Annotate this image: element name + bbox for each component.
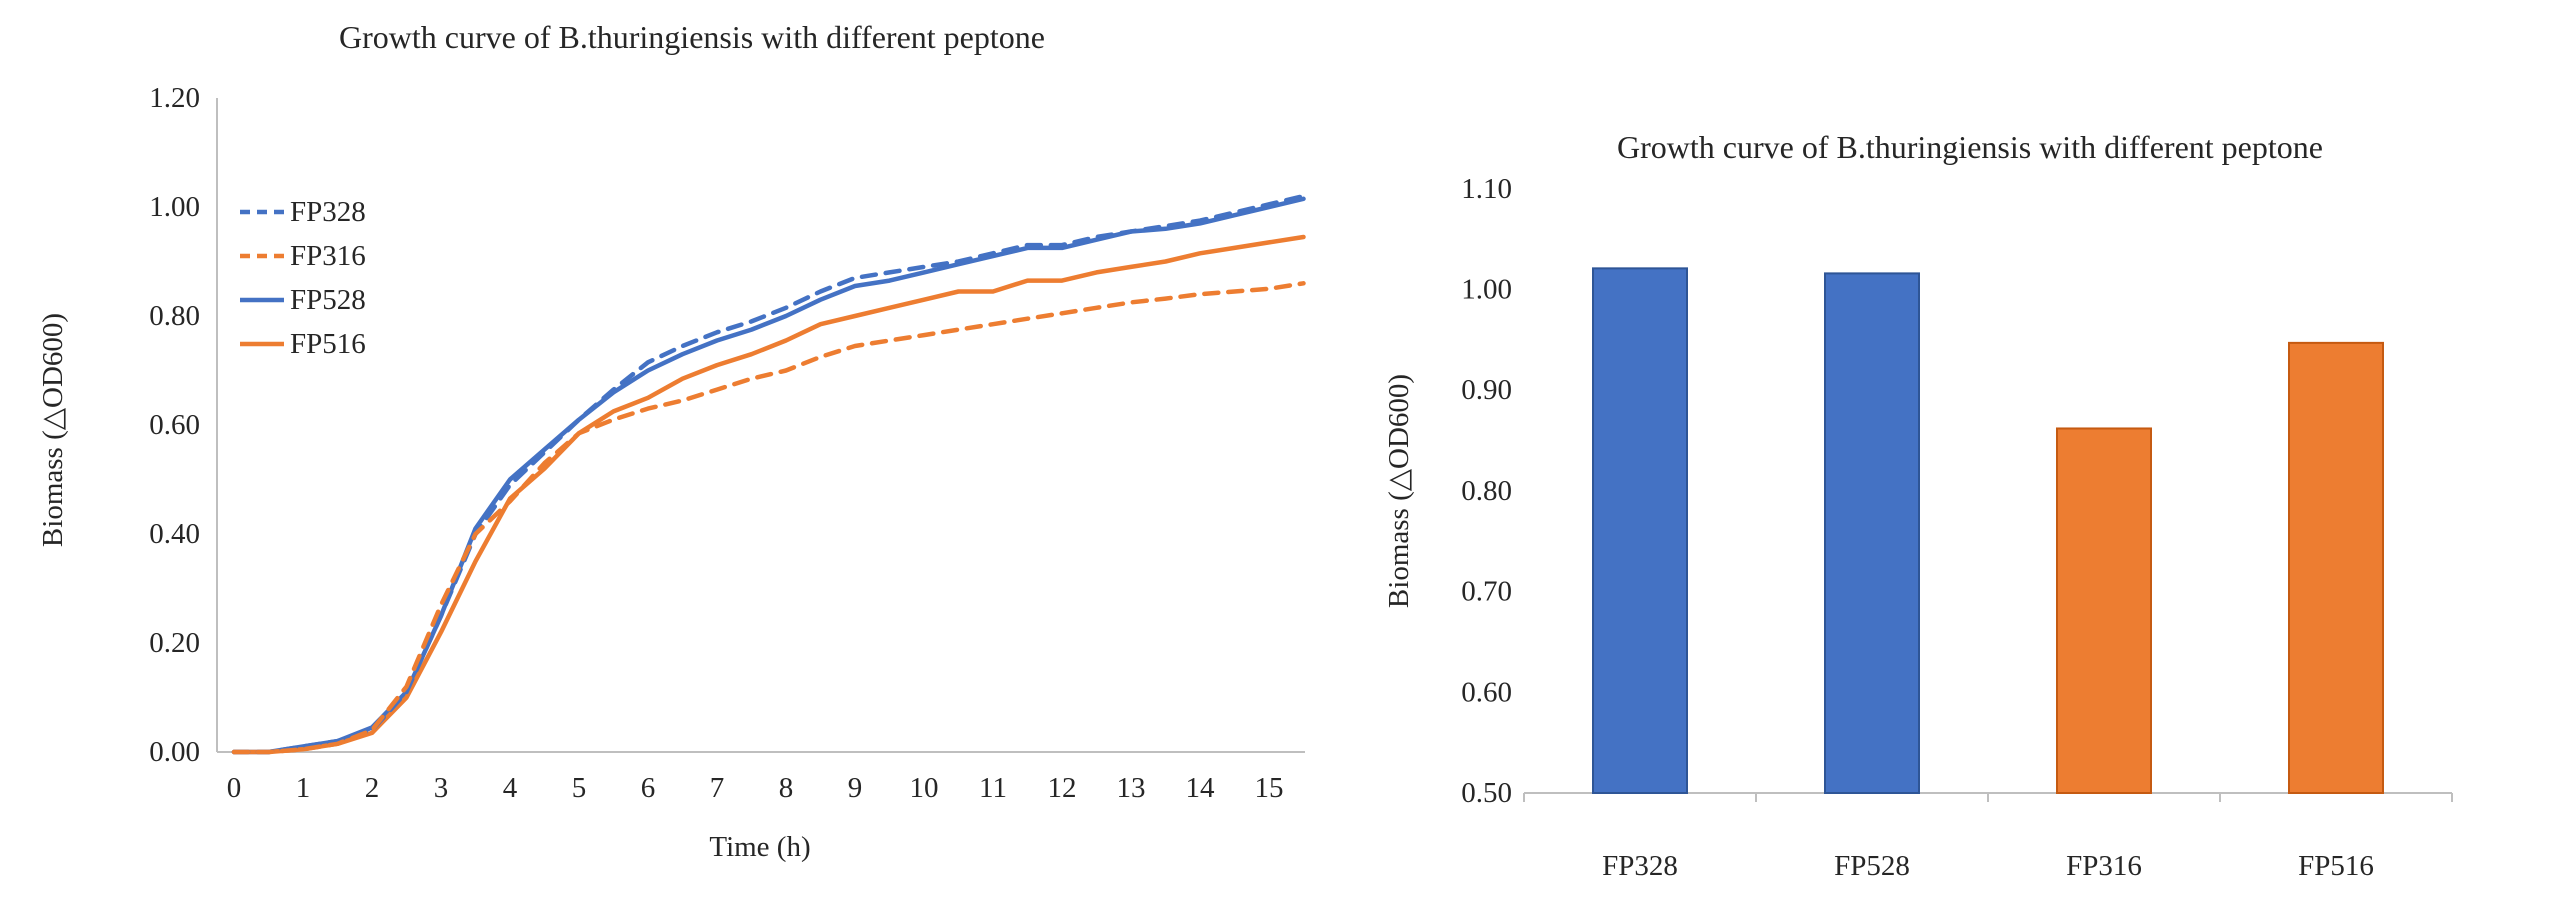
x-tick-label: 4	[503, 772, 518, 804]
x-tick-label: 11	[979, 772, 1007, 804]
line-chart: Growth curve of B.thuringiensis with dif…	[37, 19, 1306, 863]
bar-chart-title: Growth curve of B.thuringiensis with dif…	[1617, 129, 2323, 165]
y-tick-label: 0.60	[1461, 676, 1512, 708]
y-tick-label: 0.40	[149, 518, 200, 550]
x-tick-label: 6	[641, 772, 656, 804]
line-chart-y-tick-labels: 1.20 1.00 0.80 0.60 0.40 0.20 0.00	[149, 82, 200, 768]
x-tick-label: 12	[1048, 772, 1077, 804]
line-chart-x-tick-labels: 0 1 2 3 4 5 6 7 8 9 10 11 12 13 14 15	[227, 772, 1284, 804]
x-tick-label: 13	[1117, 772, 1146, 804]
category-label-FP528: FP528	[1834, 850, 1910, 882]
x-tick-label: 7	[710, 772, 725, 804]
x-tick-label: 10	[910, 772, 939, 804]
bar-chart-y-tick-labels: 1.10 1.00 0.90 0.80 0.70 0.60 0.50	[1461, 173, 1512, 809]
y-tick-label: 0.50	[1461, 777, 1512, 809]
series-line-FP516	[231, 234, 1306, 755]
line-chart-legend: FP328 FP316 FP528 FP516	[240, 196, 366, 360]
y-tick-label: 0.90	[1461, 374, 1512, 406]
y-tick-label: 0.70	[1461, 576, 1512, 608]
x-tick-label: 9	[848, 772, 863, 804]
bar-FP316	[2056, 427, 2152, 794]
legend-label-FP328: FP328	[290, 196, 366, 228]
legend-label-FP516: FP516	[290, 328, 366, 360]
legend-label-FP528: FP528	[290, 284, 366, 316]
series-line-FP328	[231, 193, 1306, 755]
y-tick-label: 0.20	[149, 627, 200, 659]
y-tick-label: 1.10	[1461, 173, 1512, 205]
bar-FP528	[1824, 272, 1920, 794]
x-tick-label: 5	[572, 772, 587, 804]
bar-chart-x-tick-marks	[1523, 793, 2453, 802]
x-tick-label: 2	[365, 772, 380, 804]
bar-chart-y-axis-title: Biomass (△OD600)	[1383, 374, 1415, 608]
bar-chart-bars	[1592, 267, 2384, 794]
category-label-FP328: FP328	[1602, 850, 1678, 882]
x-tick-label: 15	[1255, 772, 1284, 804]
y-tick-label: 1.00	[149, 191, 200, 223]
line-chart-x-axis-title: Time (h)	[709, 831, 810, 863]
category-label-FP516: FP516	[2298, 850, 2374, 882]
y-tick-label: 0.60	[149, 409, 200, 441]
x-tick-label: 3	[434, 772, 449, 804]
x-tick-label: 0	[227, 772, 242, 804]
bar-FP516	[2288, 341, 2384, 794]
series-line-FP316	[231, 281, 1306, 755]
y-tick-label: 0.00	[149, 736, 200, 768]
y-tick-label: 0.80	[149, 300, 200, 332]
legend-label-FP316: FP316	[290, 240, 366, 272]
y-tick-label: 0.80	[1461, 475, 1512, 507]
y-tick-label: 1.00	[1461, 274, 1512, 306]
x-tick-label: 8	[779, 772, 794, 804]
y-tick-label: 1.20	[149, 82, 200, 114]
series-line-FP528	[231, 196, 1306, 755]
bar-chart-category-labels: FP328 FP528 FP316 FP516	[1602, 850, 2374, 882]
bar-FP328	[1592, 267, 1688, 794]
line-chart-y-axis-title: Biomass (△OD600)	[37, 313, 69, 547]
bar-chart: Growth curve of B.thuringiensis with dif…	[1383, 129, 2453, 882]
line-chart-series	[231, 193, 1306, 755]
category-label-FP316: FP316	[2066, 850, 2142, 882]
line-chart-title: Growth curve of B.thuringiensis with dif…	[339, 19, 1045, 55]
x-tick-label: 14	[1186, 772, 1216, 804]
x-tick-label: 1	[296, 772, 311, 804]
